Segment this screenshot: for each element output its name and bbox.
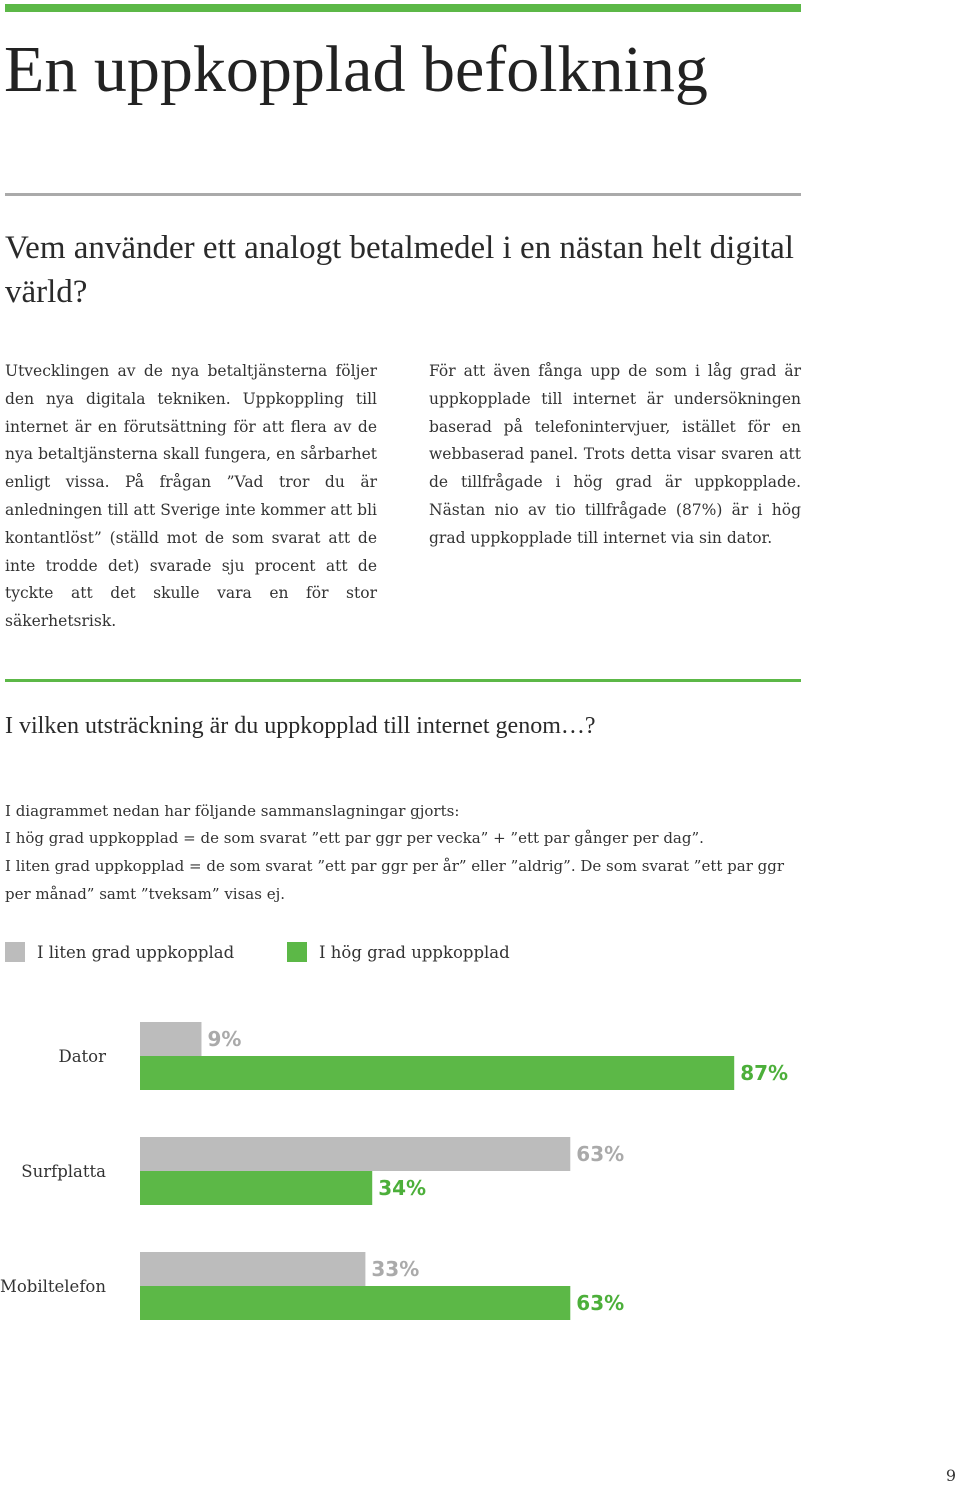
question-divider	[5, 679, 801, 682]
legend-label: I hög grad uppkopplad	[319, 942, 510, 962]
section-subtitle: Vem använder ett analogt betalmedel i en…	[5, 230, 794, 310]
category-label: Dator	[58, 1047, 106, 1066]
bar-high	[140, 1171, 373, 1205]
note-line: I hög grad uppkopplad = de som svarat ”e…	[5, 829, 704, 847]
legend-swatch-green	[287, 942, 307, 962]
category-label: Mobiltelefon	[0, 1277, 106, 1296]
chart-question: I vilken utsträckning är du uppkopplad t…	[5, 713, 596, 739]
legend-item-high: I hög grad uppkopplad	[287, 940, 510, 964]
note-line: I liten grad uppkopplad = de som svarat …	[5, 857, 785, 903]
bar-high	[140, 1286, 571, 1320]
top-accent-rule	[5, 4, 801, 12]
bar-low	[140, 1252, 366, 1286]
page-title: En uppkopplad befolkning	[4, 33, 708, 106]
bar-low	[140, 1022, 202, 1056]
data-label: 63%	[576, 1142, 624, 1166]
horizontal-bar-chart: Dator 9% 87% Surfplatta 63% 34% Mobiltelefon 33…	[0, 1022, 788, 1320]
legend-label: I liten grad uppkopplad	[37, 942, 235, 962]
body-text-right-column: För att även fånga upp de som i låg grad…	[429, 362, 801, 547]
data-label: 87%	[740, 1061, 788, 1085]
legend-swatch-grey	[5, 942, 25, 962]
bar-high	[140, 1056, 735, 1090]
note-line: I diagrammet nedan har följande sammansl…	[5, 802, 460, 820]
title-divider	[5, 193, 801, 196]
page-number: 9	[945, 1466, 956, 1485]
body-text-left-column: Utvecklingen av de nya betaltjänsterna f…	[5, 362, 377, 631]
data-label: 9%	[207, 1027, 241, 1051]
legend-item-low: I liten grad uppkopplad	[5, 940, 234, 964]
bar-low	[140, 1137, 571, 1171]
data-label: 34%	[378, 1176, 426, 1200]
data-label: 63%	[576, 1291, 624, 1315]
data-label: 33%	[371, 1257, 419, 1281]
category-label: Surfplatta	[21, 1162, 106, 1181]
